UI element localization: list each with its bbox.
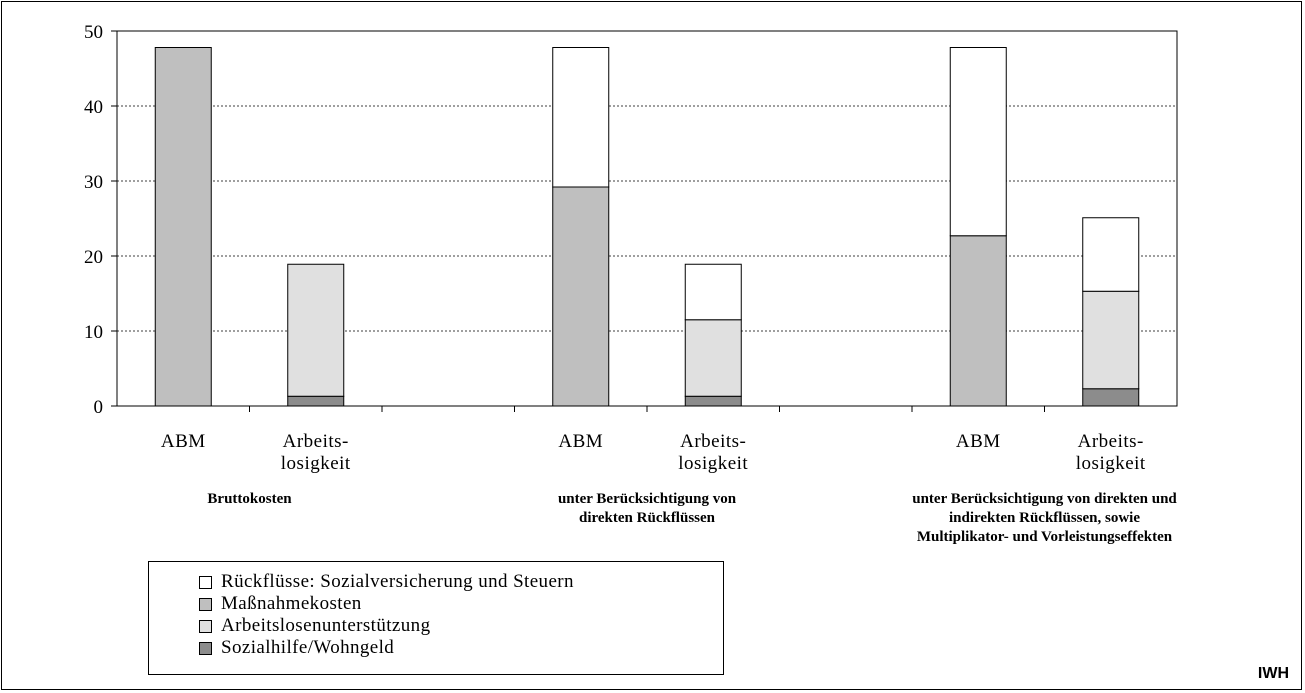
bar-segment <box>1082 290 1140 390</box>
iwh-logo: IWH <box>1257 665 1289 682</box>
bar-segment <box>684 263 742 321</box>
y-tick-label: 30 <box>84 172 103 193</box>
bar-segment <box>684 395 742 407</box>
category-label: Arbeits-losigkeit <box>678 431 748 474</box>
category-label: ABM <box>956 431 1001 452</box>
group-label: unter Berücksichtigung von direkten und i… <box>912 491 1177 545</box>
category-label: Arbeits-losigkeit <box>281 431 351 474</box>
plot-area <box>116 30 1178 407</box>
category-label: ABM <box>558 431 603 452</box>
y-tick-label: 40 <box>84 97 103 118</box>
y-tick-label: 10 <box>84 322 103 343</box>
group-label: Bruttokosten <box>207 491 292 507</box>
bar-segment <box>684 319 742 397</box>
legend-swatch <box>199 575 212 589</box>
bar-segment <box>287 395 345 407</box>
legend-label: Sozialhilfe/Wohngeld <box>221 637 395 658</box>
legend-item: Arbeitslosenunterstützung <box>199 615 723 637</box>
y-tick-label: 50 <box>84 22 103 43</box>
legend-item: Rückflüsse: Sozialversicherung und Steue… <box>199 571 723 593</box>
bar-segment <box>949 47 1007 237</box>
legend-label: Arbeitslosenunterstützung <box>221 615 431 636</box>
y-tick-label: 0 <box>94 397 104 418</box>
bar-segment <box>1082 388 1140 407</box>
legend-label: Maßnahmekosten <box>221 593 362 614</box>
bar-segment <box>1082 217 1140 292</box>
category-label: ABM <box>161 431 206 452</box>
legend-swatch <box>199 619 212 633</box>
group-label: unter Berücksichtigung von direkten Rückf… <box>558 491 737 526</box>
legend-swatch <box>199 597 212 611</box>
bar-segment <box>154 47 212 407</box>
legend-item: Sozialhilfe/Wohngeld <box>199 637 723 659</box>
bar-segment <box>949 235 1007 407</box>
legend-label: Rückflüsse: Sozialversicherung und Steue… <box>221 571 574 592</box>
legend: Rückflüsse: Sozialversicherung und Steue… <box>148 561 724 675</box>
category-label: Arbeits-losigkeit <box>1076 431 1146 474</box>
legend-item: Maßnahmekosten <box>199 593 723 615</box>
y-tick-label: 20 <box>84 247 103 268</box>
bar-segment <box>552 47 610 188</box>
legend-swatch <box>199 641 212 655</box>
bar-segment <box>552 186 610 407</box>
bar-segment <box>287 263 345 397</box>
